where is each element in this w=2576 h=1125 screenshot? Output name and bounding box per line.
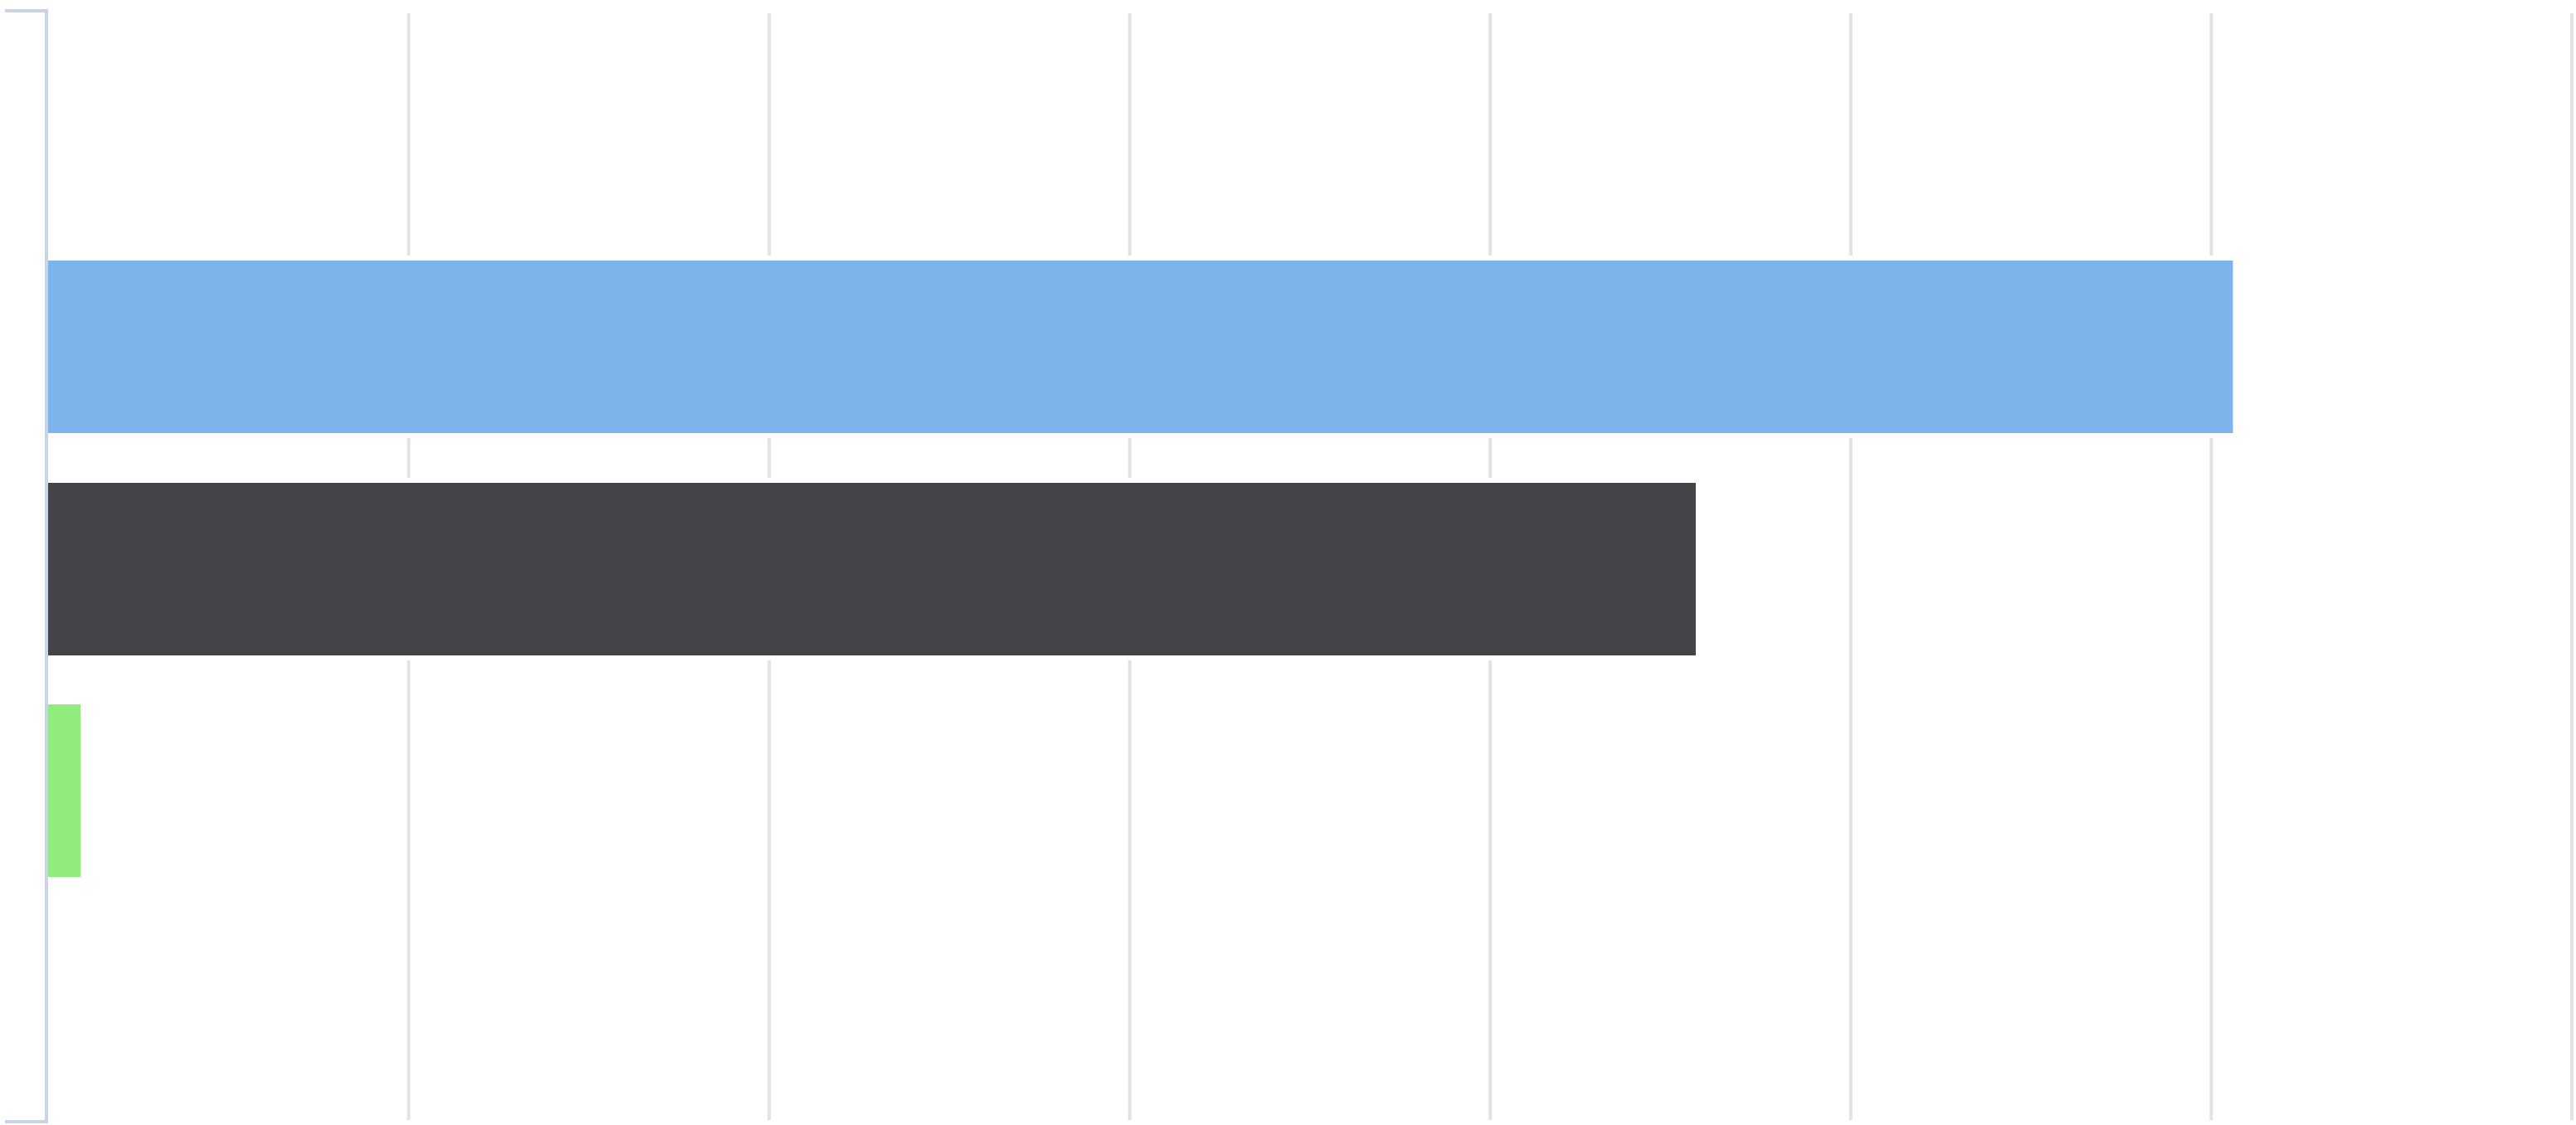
bar-3 [48, 704, 81, 877]
bars [48, 256, 2238, 882]
bar-2 [48, 483, 1696, 655]
bar-1 [48, 261, 2233, 433]
y-axis-line [5, 9, 48, 1123]
